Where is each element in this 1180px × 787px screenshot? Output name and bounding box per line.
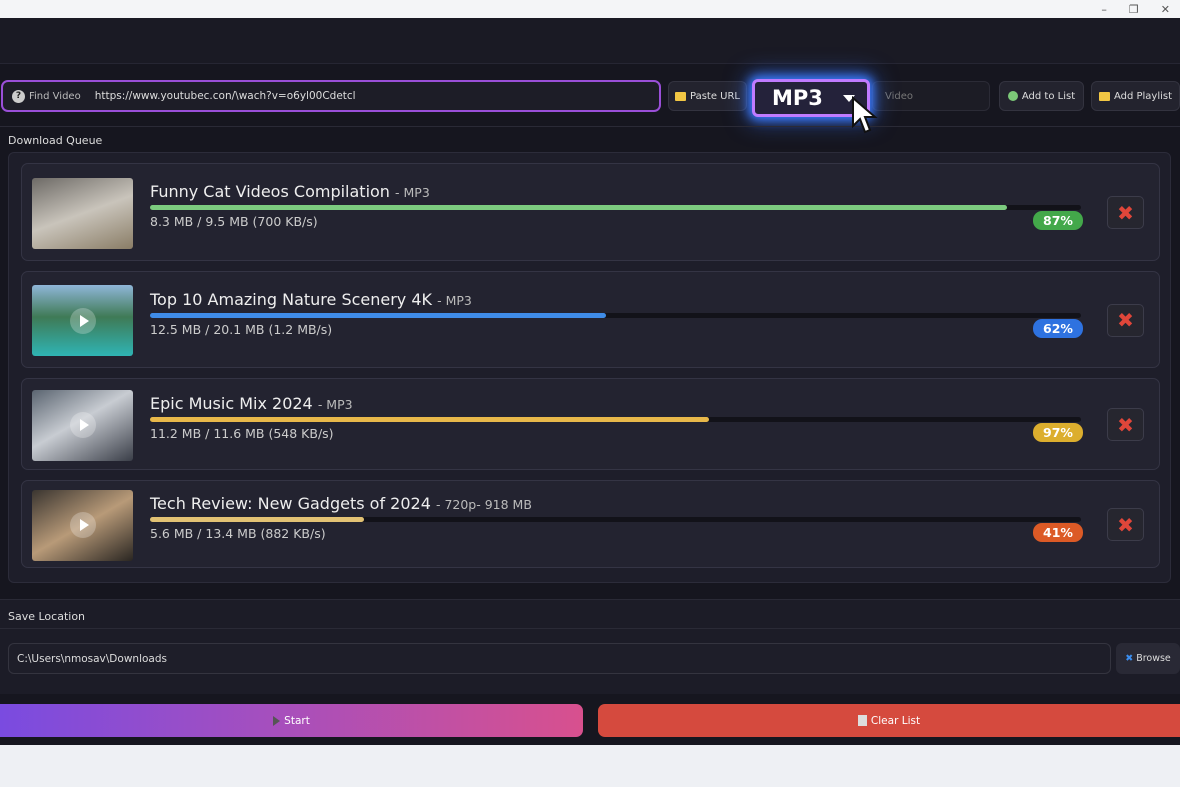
start-button[interactable]: Start bbox=[0, 704, 583, 737]
save-path-value: C:\Users\nmosav\Downloads bbox=[17, 652, 167, 665]
folder-icon bbox=[1098, 91, 1110, 101]
download-queue: Funny Cat Videos Compilation - MP3 8.3 M… bbox=[8, 152, 1171, 583]
video-title: Tech Review: New Gadgets of 2024 - 720p-… bbox=[150, 494, 532, 513]
video-format: - MP3 bbox=[437, 292, 472, 308]
video-thumbnail bbox=[32, 389, 133, 461]
progress-bar bbox=[150, 312, 1081, 318]
browse-label: Browse bbox=[1136, 653, 1171, 664]
title-text: Tech Review: New Gadgets of 2024 bbox=[150, 494, 431, 513]
find-video-field[interactable]: ? Find Video bbox=[1, 80, 661, 112]
url-input[interactable] bbox=[94, 90, 595, 102]
percent-badge: 41% bbox=[1033, 523, 1083, 542]
play-icon bbox=[69, 412, 96, 438]
queue-item: Funny Cat Videos Compilation - MP3 8.3 M… bbox=[21, 163, 1160, 261]
add-to-list-label: Add to List bbox=[1021, 90, 1076, 102]
progress-fill bbox=[150, 312, 607, 318]
browse-button[interactable]: ✖ Browse bbox=[1116, 643, 1180, 674]
folder-icon bbox=[674, 91, 686, 101]
download-queue-heading: Download Queue bbox=[8, 134, 103, 147]
add-to-list-button[interactable]: Add to List bbox=[999, 81, 1084, 111]
close-icon: ✖ bbox=[1117, 200, 1134, 225]
play-icon bbox=[69, 512, 96, 538]
maximize-button[interactable]: ❐ bbox=[1128, 2, 1139, 16]
window-titlebar: – ❐ ✕ bbox=[0, 0, 1180, 18]
clear-list-label: Clear List bbox=[870, 714, 921, 727]
help-icon: ? bbox=[12, 89, 25, 103]
video-format: - 720p- 918 MB bbox=[435, 497, 532, 512]
video-format: - MP3 bbox=[317, 397, 353, 412]
progress-bar bbox=[150, 517, 1081, 522]
percent-badge: 62% bbox=[1033, 318, 1083, 338]
header-strip bbox=[0, 18, 1180, 64]
save-path-input[interactable]: C:\Users\nmosav\Downloads bbox=[8, 643, 1111, 674]
percent-badge: 87% bbox=[1033, 211, 1083, 230]
play-icon bbox=[273, 715, 281, 726]
remove-item-button[interactable]: ✖ bbox=[1107, 303, 1144, 337]
add-playlist-label: Add Playlist bbox=[1113, 90, 1173, 102]
close-button[interactable]: ✕ bbox=[1160, 2, 1170, 16]
find-video-label: Find Video bbox=[29, 90, 81, 102]
progress-fill bbox=[150, 205, 1007, 210]
download-size: 12.5 MB / 20.1 MB (1.2 MB/s) bbox=[150, 321, 333, 337]
title-text: Epic Music Mix 2024 bbox=[150, 394, 313, 413]
save-location-heading: Save Location bbox=[8, 610, 86, 623]
close-icon: ✖ bbox=[1117, 512, 1134, 537]
paste-url-label: Paste URL bbox=[689, 90, 740, 102]
minimize-button[interactable]: – bbox=[1101, 2, 1107, 16]
download-size: 8.3 MB / 9.5 MB (700 KB/s) bbox=[150, 214, 318, 229]
progress-bar bbox=[150, 205, 1081, 210]
queue-item: Tech Review: New Gadgets of 2024 - 720p-… bbox=[21, 480, 1160, 568]
app-window: ? Find Video Paste URL Video MP3 Add to … bbox=[0, 18, 1180, 745]
format-selected: MP3 bbox=[772, 86, 823, 110]
paste-url-button[interactable]: Paste URL bbox=[668, 81, 747, 111]
title-text: Top 10 Amazing Nature Scenery 4K bbox=[150, 289, 433, 309]
add-playlist-button[interactable]: Add Playlist bbox=[1091, 81, 1180, 111]
progress-fill bbox=[150, 417, 709, 422]
play-icon bbox=[69, 307, 96, 334]
queue-item: Epic Music Mix 2024 - MP3 11.2 MB / 11.6… bbox=[21, 378, 1160, 470]
type-select[interactable]: Video bbox=[872, 81, 990, 111]
green-dot-icon bbox=[1007, 91, 1018, 101]
percent-badge: 97% bbox=[1033, 423, 1083, 442]
divider bbox=[0, 126, 1180, 127]
close-icon: ✖ bbox=[1117, 308, 1134, 332]
start-label: Start bbox=[284, 714, 310, 727]
progress-bar bbox=[150, 417, 1081, 422]
clear-list-button[interactable]: Clear List bbox=[598, 704, 1180, 737]
trash-icon bbox=[857, 715, 867, 726]
video-thumbnail bbox=[32, 177, 133, 249]
remove-item-button[interactable]: ✖ bbox=[1107, 408, 1144, 441]
video-title: Epic Music Mix 2024 - MP3 bbox=[150, 394, 353, 413]
remove-item-button[interactable]: ✖ bbox=[1107, 508, 1144, 541]
video-title: Funny Cat Videos Compilation - MP3 bbox=[150, 182, 430, 201]
mouse-cursor-icon bbox=[852, 96, 878, 134]
video-format: - MP3 bbox=[395, 185, 430, 200]
video-thumbnail bbox=[32, 489, 133, 561]
browse-icon: ✖ bbox=[1125, 653, 1134, 664]
save-location-section: Save Location C:\Users\nmosav\Downloads … bbox=[0, 599, 1180, 694]
download-size: 11.2 MB / 11.6 MB (548 KB/s) bbox=[150, 426, 334, 441]
progress-fill bbox=[150, 517, 365, 522]
remove-item-button[interactable]: ✖ bbox=[1107, 196, 1144, 229]
queue-item: Top 10 Amazing Nature Scenery 4K - MP3 1… bbox=[21, 271, 1160, 368]
video-title: Top 10 Amazing Nature Scenery 4K - MP3 bbox=[150, 290, 472, 309]
divider bbox=[0, 628, 1180, 629]
download-size: 5.6 MB / 13.4 MB (882 KB/s) bbox=[150, 526, 326, 541]
video-thumbnail bbox=[32, 285, 133, 356]
toolbar: ? Find Video Paste URL Video MP3 Add to … bbox=[0, 79, 1180, 126]
chevron-down-icon bbox=[843, 95, 855, 102]
close-icon: ✖ bbox=[1117, 412, 1134, 437]
title-text: Funny Cat Videos Compilation bbox=[150, 182, 390, 201]
format-dropdown[interactable]: MP3 bbox=[752, 79, 870, 117]
type-placeholder: Video bbox=[885, 90, 914, 102]
